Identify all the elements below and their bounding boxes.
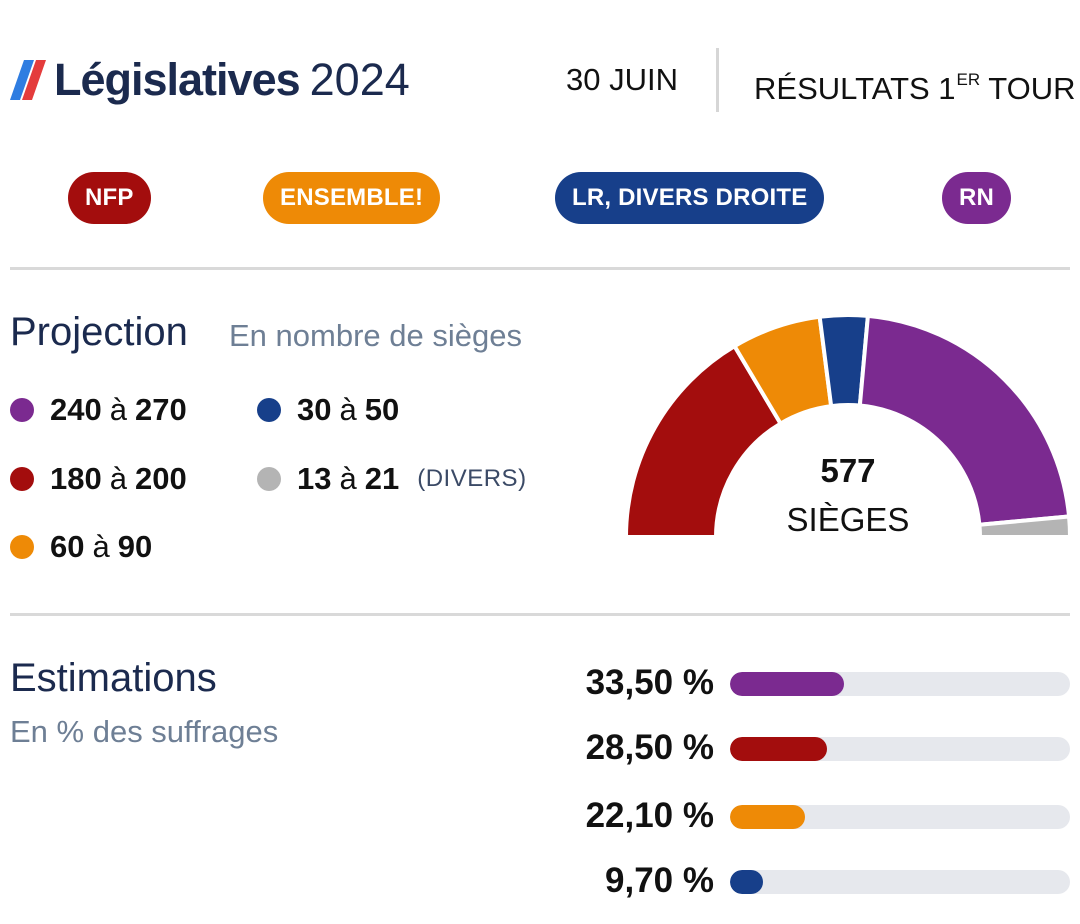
legislatives-logo: Législatives 2024 [10, 56, 410, 104]
party-chip-ensemble[interactable]: ENSEMBLE! [263, 172, 441, 224]
legend-sep: à [339, 461, 357, 496]
header-separator [716, 48, 719, 112]
estimation-track [730, 805, 1070, 829]
legend-lo: 13 [297, 461, 332, 496]
estimation-row: 9,70 % [560, 857, 1070, 905]
legend-hi: 21 [364, 461, 400, 496]
legend-hi: 200 [134, 461, 187, 496]
legend-sep: à [339, 392, 357, 427]
legend-dot-rn [10, 398, 34, 422]
legend-lo: 60 [50, 529, 85, 564]
legend-hi: 50 [364, 392, 400, 427]
estimation-bar [730, 737, 827, 761]
legend-item-lr: 30 à 50 [257, 392, 399, 428]
estimation-track [730, 672, 1070, 696]
legend-dot-nfp [10, 467, 34, 491]
results-round-label: RÉSULTATS 1ER TOUR [754, 62, 1076, 107]
legend-sep: à [109, 392, 127, 427]
party-chip-rn[interactable]: RN [942, 172, 1012, 224]
logo-word: Législatives [54, 54, 301, 105]
divider-top [10, 267, 1070, 270]
legend-note: (DIVERS) [417, 465, 527, 492]
legend-item-divers: 13 à 21 (DIVERS) [257, 461, 527, 497]
party-chip-nfp[interactable]: NFP [68, 172, 151, 224]
estimation-value: 28,50 % [585, 728, 714, 767]
divider-bottom [10, 613, 1070, 616]
legend-lo: 30 [297, 392, 332, 427]
estimation-track [730, 870, 1070, 894]
projection-subtitle: En nombre de sièges [229, 318, 522, 353]
legend-lo: 240 [50, 392, 102, 427]
estimation-bar [730, 870, 763, 894]
legend-hi: 270 [134, 392, 187, 427]
estimation-value: 33,50 % [585, 663, 714, 702]
estimation-bar [730, 805, 806, 829]
estimation-bar [730, 672, 844, 696]
legend-item-ensemble: 60 à 90 [10, 529, 152, 565]
legend-dot-divers [257, 467, 281, 491]
legend-lo: 180 [50, 461, 102, 496]
total-seats: 577 [820, 452, 876, 489]
estimations-subtitle: En % des suffrages [10, 714, 279, 749]
header: Législatives 2024 30 JUIN RÉSULTATS 1ER … [0, 0, 1080, 140]
results-superscript: ER [956, 70, 981, 89]
seat-projection-hemicycle [623, 313, 1073, 539]
total-seats-label: SIÈGES [786, 501, 910, 538]
results-label: RÉSULTATS 1 [754, 71, 956, 106]
legend-item-rn: 240 à 270 [10, 392, 187, 428]
results-tail: TOUR [980, 71, 1076, 106]
legend-sep: à [109, 461, 127, 496]
logo-year: 2024 [309, 54, 410, 105]
estimation-track [730, 737, 1070, 761]
legend-sep: à [92, 529, 110, 564]
estimation-value: 9,70 % [605, 861, 714, 900]
legend-hi: 90 [117, 529, 153, 564]
seat-slice-divers [977, 514, 1073, 539]
estimation-row: 22,10 % [560, 792, 1070, 840]
legend-dot-ensemble [10, 535, 34, 559]
legend-item-nfp: 180 à 200 [10, 461, 187, 497]
legend-dot-lr [257, 398, 281, 422]
party-chip-lr[interactable]: LR, DIVERS DROITE [555, 172, 825, 224]
election-date: 30 JUIN [566, 62, 678, 97]
estimation-value: 22,10 % [585, 796, 714, 835]
seat-slice-rn [857, 313, 1072, 527]
projection-title: Projection [10, 310, 188, 354]
logo-slash-icon [10, 60, 46, 100]
estimations-title: Estimations [10, 656, 217, 700]
estimation-row: 28,50 % [560, 724, 1070, 772]
estimation-row: 33,50 % [560, 659, 1070, 707]
